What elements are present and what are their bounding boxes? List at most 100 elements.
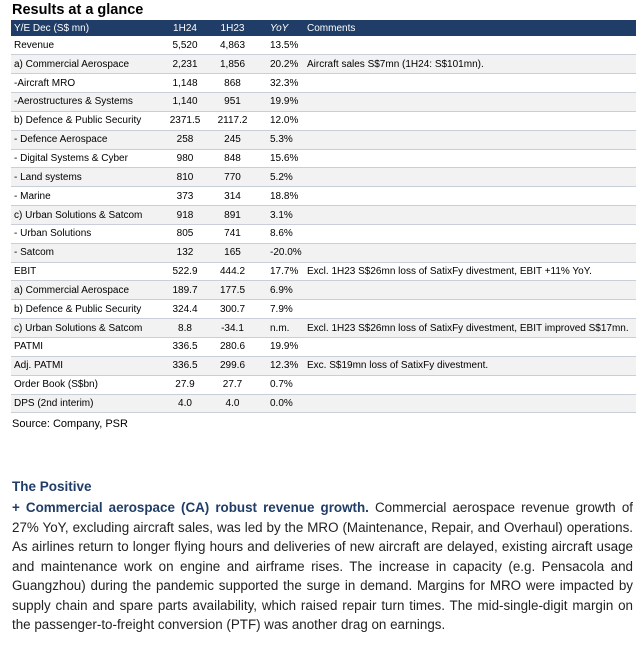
table-row: Order Book (S$bn) 27.9 27.7 0.7% <box>11 375 636 395</box>
positive-lead: + Commercial aerospace (CA) robust reven… <box>12 500 369 515</box>
row-label: -Aerostructures & Systems <box>11 92 161 112</box>
section-title: Results at a glance <box>12 2 144 18</box>
row-1h24: 2371.5 <box>161 111 206 131</box>
row-yoy: 5.3% <box>256 130 304 150</box>
table-row: -Aircraft MRO 1,148 868 32.3% <box>11 73 636 94</box>
row-1h24: 5,520 <box>161 36 206 56</box>
row-yoy: 12.3% <box>256 356 304 376</box>
table-row: a) Commercial Aerospace 189.7 177.5 6.9% <box>11 280 636 301</box>
row-label: c) Urban Solutions & Satcom <box>11 205 161 225</box>
table-row: c) Urban Solutions & Satcom 918 891 3.1% <box>11 205 636 225</box>
row-1h24: 805 <box>161 224 206 244</box>
row-label: Order Book (S$bn) <box>11 375 161 395</box>
row-1h23: 314 <box>206 186 256 207</box>
header-comments: Comments <box>307 22 356 34</box>
row-yoy: 20.2% <box>256 54 304 75</box>
row-1h24: 522.9 <box>161 262 206 282</box>
row-label: PATMI <box>11 337 161 357</box>
row-1h24: 918 <box>161 205 206 225</box>
table-row: EBIT 522.9 444.2 17.7% Excl. 1H23 S$26mn los… <box>11 262 636 282</box>
row-comment <box>304 205 636 225</box>
row-label: a) Commercial Aerospace <box>11 280 161 301</box>
row-comment <box>304 337 636 357</box>
row-yoy: 6.9% <box>256 280 304 301</box>
table-row: -Aerostructures & Systems 1,140 951 19.9% <box>11 92 636 112</box>
row-1h24: 336.5 <box>161 356 206 376</box>
row-1h23: 741 <box>206 224 256 244</box>
row-label: - Defence Aerospace <box>11 130 161 150</box>
row-comment <box>304 92 636 112</box>
row-label: - Satcom <box>11 243 161 263</box>
row-1h23: 27.7 <box>206 375 256 395</box>
row-1h23: 280.6 <box>206 337 256 357</box>
row-1h23: 848 <box>206 149 256 169</box>
row-1h24: 258 <box>161 130 206 150</box>
row-label: - Urban Solutions <box>11 224 161 244</box>
row-yoy: 32.3% <box>256 73 304 94</box>
row-1h23: 951 <box>206 92 256 112</box>
table-row: - Defence Aerospace 258 245 5.3% <box>11 130 636 150</box>
row-comment <box>304 243 636 263</box>
row-1h24: 336.5 <box>161 337 206 357</box>
row-comment: Aircraft sales S$7mn (1H24: S$101mn). <box>304 54 636 75</box>
row-1h24: 1,140 <box>161 92 206 112</box>
row-yoy: -20.0% <box>256 243 304 263</box>
row-yoy: 3.1% <box>256 205 304 225</box>
row-yoy: 8.6% <box>256 224 304 244</box>
row-1h24: 810 <box>161 167 206 188</box>
row-yoy: 7.9% <box>256 299 304 320</box>
row-1h23: 4,863 <box>206 36 256 56</box>
row-1h24: 980 <box>161 149 206 169</box>
row-comment: Exc. S$19mn loss of SatixFy divestment. <box>304 356 636 376</box>
row-label: - Marine <box>11 186 161 207</box>
row-1h23: 891 <box>206 205 256 225</box>
row-1h23: 1,856 <box>206 54 256 75</box>
row-1h23: -34.1 <box>206 318 256 338</box>
row-1h24: 8.8 <box>161 318 206 338</box>
row-label: EBIT <box>11 262 161 282</box>
table-row: DPS (2nd interim) 4.0 4.0 0.0% <box>11 394 636 414</box>
row-yoy: 0.7% <box>256 375 304 395</box>
row-1h24: 189.7 <box>161 280 206 301</box>
row-1h23: 4.0 <box>206 394 256 414</box>
row-yoy: 15.6% <box>256 149 304 169</box>
row-1h23: 300.7 <box>206 299 256 320</box>
positive-paragraph: + Commercial aerospace (CA) robust reven… <box>12 498 633 635</box>
row-1h24: 2,231 <box>161 54 206 75</box>
table-row: - Digital Systems & Cyber 980 848 15.6% <box>11 149 636 169</box>
table-row: b) Defence & Public Security 2371.5 2117.2… <box>11 111 636 131</box>
row-1h24: 132 <box>161 243 206 263</box>
row-1h24: 27.9 <box>161 375 206 395</box>
row-yoy: 18.8% <box>256 186 304 207</box>
table-row: Adj. PATMI 336.5 299.6 12.3% Exc. S$19mn los… <box>11 356 636 376</box>
header-1h24: 1H24 <box>173 22 197 34</box>
row-comment <box>304 111 636 131</box>
row-label: Adj. PATMI <box>11 356 161 376</box>
row-1h24: 4.0 <box>161 394 206 414</box>
header-label: Y/E Dec (S$ mn) <box>14 22 90 34</box>
row-label: a) Commercial Aerospace <box>11 54 161 75</box>
row-comment <box>304 375 636 395</box>
row-comment: Excl. 1H23 S$26mn loss of SatixFy divest… <box>304 262 636 282</box>
row-comment <box>304 186 636 207</box>
row-label: Revenue <box>11 36 161 56</box>
row-yoy: 5.2% <box>256 167 304 188</box>
row-label: - Digital Systems & Cyber <box>11 149 161 169</box>
table-row: PATMI 336.5 280.6 19.9% <box>11 337 636 357</box>
table-header-row: Y/E Dec (S$ mn) 1H24 1H23 YoY Comments <box>11 20 636 36</box>
row-label: b) Defence & Public Security <box>11 111 161 131</box>
row-yoy: 19.9% <box>256 92 304 112</box>
header-1h23: 1H23 <box>220 22 245 34</box>
row-1h24: 1,148 <box>161 73 206 94</box>
table-row: - Land systems 810 770 5.2% <box>11 167 636 188</box>
row-comment <box>304 36 636 56</box>
table-row: b) Defence & Public Security 324.4 300.7 7.… <box>11 299 636 320</box>
row-yoy: 19.9% <box>256 337 304 357</box>
row-comment <box>304 394 636 414</box>
row-yoy: 13.5% <box>256 36 304 56</box>
table-row: a) Commercial Aerospace 2,231 1,856 20.2% Ai… <box>11 54 636 75</box>
row-1h23: 177.5 <box>206 280 256 301</box>
row-comment <box>304 149 636 169</box>
row-comment <box>304 167 636 188</box>
row-comment <box>304 280 636 301</box>
